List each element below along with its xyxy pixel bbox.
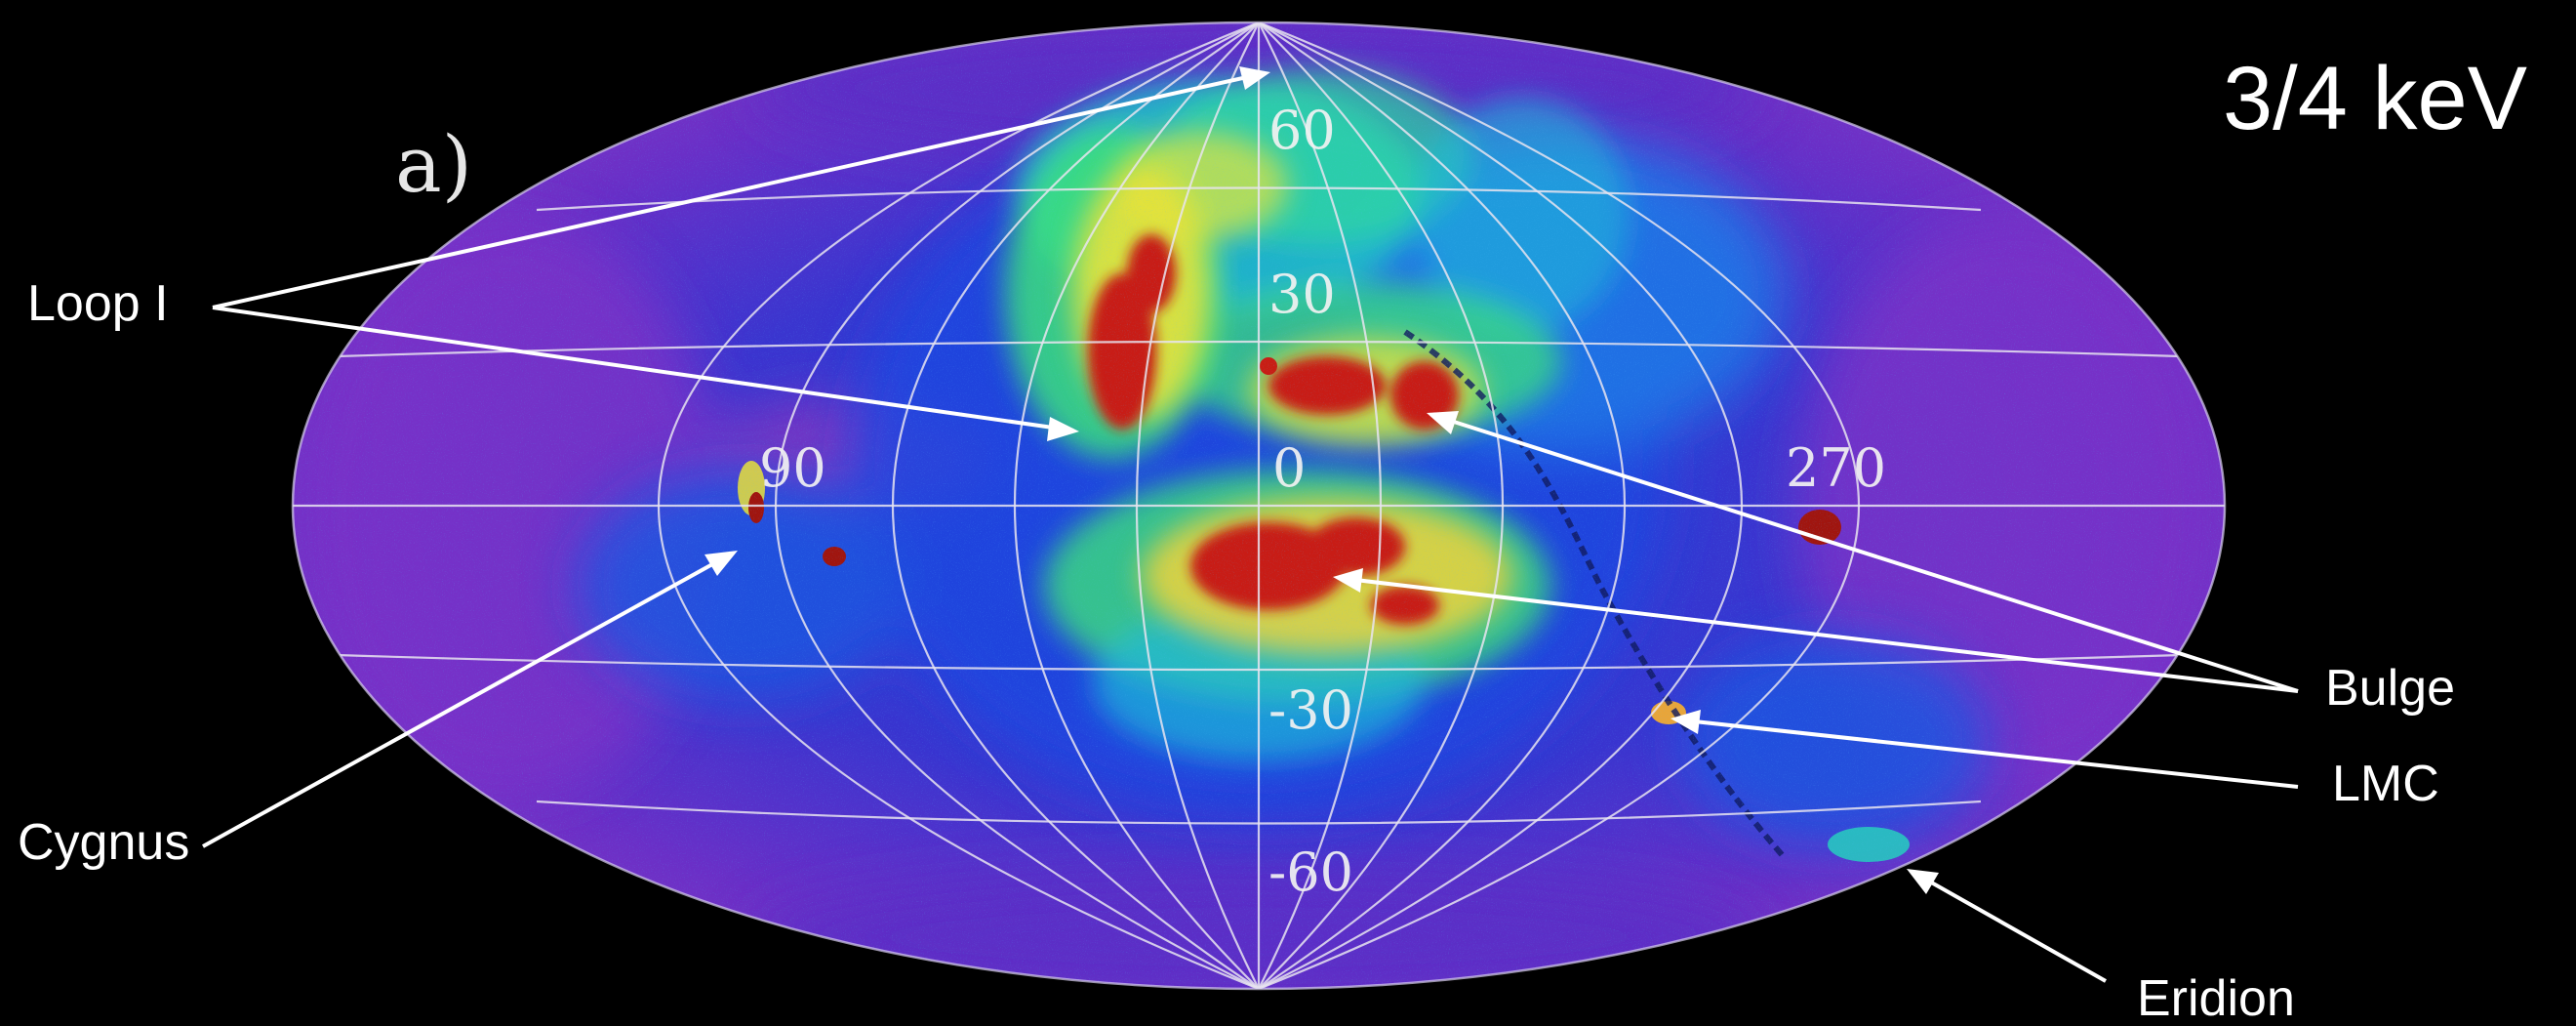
- grid-label-lat-30: 30: [1268, 264, 1336, 325]
- map-outline: [291, 21, 2227, 991]
- feature-label-loop-i: Loop I: [27, 275, 169, 332]
- energy-band-label: 3/4 keV: [2223, 49, 2527, 148]
- arrow-bulge-lower: [1333, 568, 2299, 693]
- grid-label-lat-60: 60: [1268, 100, 1336, 161]
- feature-label-eridion: Eridion: [2137, 970, 2295, 1026]
- arrow-loop-i-top: [212, 66, 1270, 309]
- annotation-arrows: [202, 66, 2299, 983]
- arrow-lmc: [1670, 710, 2299, 789]
- feature-label-cygnus: Cygnus: [18, 814, 189, 871]
- arrow-cygnus: [202, 551, 738, 848]
- grid-label-lon-0: 0: [1272, 437, 1306, 499]
- sky-map: [293, 22, 2225, 989]
- panel-label: a): [395, 119, 472, 210]
- grid-label-lat-minus-30: -30: [1268, 679, 1353, 741]
- grid-label-lon-90: 90: [759, 437, 826, 499]
- feature-label-lmc: LMC: [2332, 756, 2439, 812]
- grid-label-lat-minus-60: -60: [1268, 841, 1353, 903]
- grid-label-lon-270: 270: [1786, 437, 1886, 499]
- arrow-bulge-upper: [1427, 411, 2299, 693]
- arrow-eridion: [1907, 869, 2107, 983]
- coordinate-grid: [293, 22, 2225, 989]
- feature-label-bulge: Bulge: [2325, 660, 2455, 717]
- arrow-loop-i-left: [212, 306, 1079, 441]
